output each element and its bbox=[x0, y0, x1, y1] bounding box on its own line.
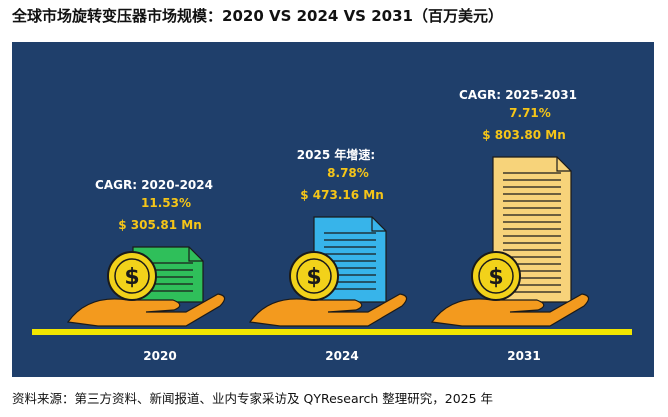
source-note: 资料来源：第三方资料、新闻报道、业内专家采访及 QYResearch 整理研究，… bbox=[12, 391, 494, 406]
market-size-chart: $ $ 305.81 Mn CAGR: 2020-2024 11.53% 2020 $ $ … bbox=[32, 88, 632, 363]
growth-value: 11.53% bbox=[141, 196, 191, 210]
money-hand-icon bbox=[66, 293, 226, 327]
chart-panel: $ $ 305.81 Mn CAGR: 2020-2024 11.53% 2020 $ $ … bbox=[12, 42, 654, 377]
category-label: 2024 bbox=[325, 349, 358, 363]
coin-inner-ring bbox=[478, 258, 514, 294]
value-label: $ 305.81 Mn bbox=[118, 218, 202, 232]
document-fold bbox=[556, 157, 571, 172]
category-label: 2020 bbox=[143, 349, 176, 363]
growth-label: CAGR: 2020-2024 bbox=[95, 178, 213, 192]
dollar-sign: $ bbox=[124, 265, 139, 290]
document-fold bbox=[188, 247, 203, 262]
baseline bbox=[32, 329, 632, 335]
bar-group-2024: $ bbox=[248, 216, 408, 327]
document-fold bbox=[371, 217, 386, 232]
category-label: 2031 bbox=[507, 349, 540, 363]
bar-group-2031: $ bbox=[430, 156, 590, 327]
money-hand-icon bbox=[248, 293, 408, 327]
coin-inner-ring bbox=[296, 258, 332, 294]
growth-value: 7.71% bbox=[509, 106, 551, 120]
money-hand-icon bbox=[430, 293, 590, 327]
growth-label: CAGR: 2025-2031 bbox=[459, 88, 577, 102]
bar-group-2020: $ bbox=[66, 246, 226, 327]
chart-title: 全球市场旋转变压器市场规模：2020 VS 2024 VS 2031（百万美元） bbox=[12, 7, 503, 25]
dollar-sign: $ bbox=[488, 265, 503, 290]
coin-inner-ring bbox=[114, 258, 150, 294]
value-label: $ 473.16 Mn bbox=[300, 188, 384, 202]
value-label: $ 803.80 Mn bbox=[482, 128, 566, 142]
dollar-sign: $ bbox=[306, 265, 321, 290]
growth-label: 2025 年增速: bbox=[297, 147, 375, 162]
growth-value: 8.78% bbox=[327, 166, 369, 180]
